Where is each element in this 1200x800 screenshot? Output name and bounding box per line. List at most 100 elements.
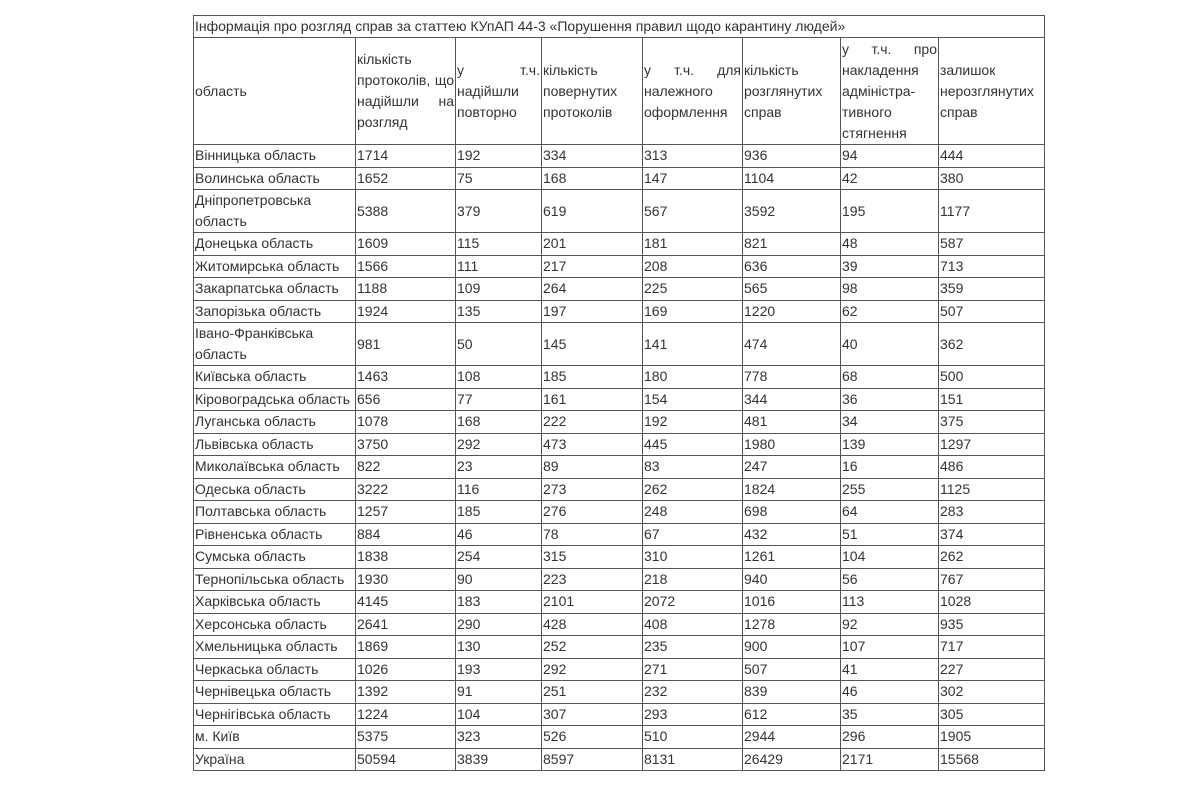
number-cell: 1177 (937, 189, 1046, 233)
number-cell: 46 (840, 680, 939, 704)
number-cell: 218 (642, 567, 743, 591)
number-cell: 23 (455, 455, 542, 479)
number-cell: 1463 (355, 365, 456, 389)
region-cell: Луганська область (193, 410, 356, 434)
number-cell: 1905 (937, 725, 1046, 749)
number-cell: 83 (642, 455, 743, 479)
number-cell: 8131 (642, 747, 743, 771)
number-cell: 408 (642, 612, 743, 636)
number-cell: 292 (455, 432, 542, 456)
number-cell: 1104 (742, 166, 841, 190)
region-cell: Волинська область (193, 166, 356, 190)
number-cell: 91 (455, 680, 542, 704)
header-cell: область (193, 37, 356, 145)
number-cell: 168 (541, 166, 643, 190)
number-cell: 51 (840, 522, 939, 546)
region-cell: Закарпатська область (193, 277, 356, 301)
number-cell: 334 (541, 144, 643, 168)
number-cell: 68 (840, 365, 939, 389)
number-cell: 940 (742, 567, 841, 591)
number-cell: 619 (541, 189, 643, 233)
number-cell: 1261 (742, 545, 841, 569)
region-cell: Вінницька область (193, 144, 356, 168)
number-cell: 16 (840, 455, 939, 479)
number-cell: 192 (642, 410, 743, 434)
number-cell: 1566 (355, 254, 456, 278)
number-cell: 271 (642, 657, 743, 681)
number-cell: 64 (840, 500, 939, 524)
number-cell: 147 (642, 166, 743, 190)
number-cell: 183 (455, 590, 542, 614)
header-row: область кількість протоколів, що надійшли… (193, 37, 1046, 145)
number-cell: 78 (541, 522, 643, 546)
number-cell: 500 (937, 365, 1046, 389)
number-cell: 636 (742, 254, 841, 278)
number-cell: 77 (455, 387, 542, 411)
number-cell: 197 (541, 299, 643, 323)
table-row: Чернівецька область 1392 91 251 232 839 46 302 (193, 680, 1046, 704)
number-cell: 39 (840, 254, 939, 278)
table-row: Луганська область 1078 168 222 192 481 34 375 (193, 410, 1046, 434)
header-cell: кількість розглянутих справ (742, 37, 841, 145)
number-cell: 254 (455, 545, 542, 569)
number-cell: 778 (742, 365, 841, 389)
number-cell: 50 (455, 322, 542, 366)
number-cell: 587 (937, 232, 1046, 256)
number-cell: 247 (742, 455, 841, 479)
number-cell: 305 (937, 702, 1046, 726)
table-row: Рівненська область 884 46 78 67 432 51 374 (193, 522, 1046, 546)
number-cell: 1392 (355, 680, 456, 704)
table-row: Кіровоградська область 656 77 161 154 344 36 15… (193, 387, 1046, 411)
region-cell: Чернігівська область (193, 702, 356, 726)
number-cell: 1930 (355, 567, 456, 591)
number-cell: 15568 (937, 747, 1046, 771)
number-cell: 839 (742, 680, 841, 704)
number-cell: 5375 (355, 725, 456, 749)
table-row: Хмельницька область 1869 130 252 235 900 107 71… (193, 635, 1046, 659)
table-row: Волинська область 1652 75 168 147 1104 42 380 (193, 166, 1046, 190)
table-row: Вінницька область 1714 192 334 313 936 94 444 (193, 144, 1046, 168)
number-cell: 1869 (355, 635, 456, 659)
number-cell: 67 (642, 522, 743, 546)
number-cell: 1028 (937, 590, 1046, 614)
number-cell: 251 (541, 680, 643, 704)
number-cell: 276 (541, 500, 643, 524)
table-row: Закарпатська область 1188 109 264 225 565 98 35… (193, 277, 1046, 301)
number-cell: 717 (937, 635, 1046, 659)
number-cell: 4145 (355, 590, 456, 614)
table-row: Одеська область 3222 116 273 262 1824 255 1125 (193, 477, 1046, 501)
number-cell: 315 (541, 545, 643, 569)
number-cell: 526 (541, 725, 643, 749)
region-cell: м. Київ (193, 725, 356, 749)
number-cell: 48 (840, 232, 939, 256)
number-cell: 310 (642, 545, 743, 569)
number-cell: 1125 (937, 477, 1046, 501)
number-cell: 5388 (355, 189, 456, 233)
number-cell: 227 (937, 657, 1046, 681)
table-row: Полтавська область 1257 185 276 248 698 64 283 (193, 500, 1046, 524)
number-cell: 432 (742, 522, 841, 546)
number-cell: 89 (541, 455, 643, 479)
number-cell: 936 (742, 144, 841, 168)
number-cell: 3592 (742, 189, 841, 233)
number-cell: 264 (541, 277, 643, 301)
number-cell: 344 (742, 387, 841, 411)
number-cell: 698 (742, 500, 841, 524)
number-cell: 444 (937, 144, 1046, 168)
number-cell: 130 (455, 635, 542, 659)
table-row: Тернопільська область 1930 90 223 218 940 56 76… (193, 567, 1046, 591)
number-cell: 935 (937, 612, 1046, 636)
table-row: Черкаська область 1026 193 292 271 507 41 227 (193, 657, 1046, 681)
header-cell: у т.ч. про накладення адміністра-тивного… (840, 37, 939, 145)
number-cell: 154 (642, 387, 743, 411)
number-cell: 109 (455, 277, 542, 301)
region-cell: Дніпропетровська область (193, 189, 356, 233)
number-cell: 1838 (355, 545, 456, 569)
region-cell: Україна (193, 747, 356, 771)
number-cell: 50594 (355, 747, 456, 771)
number-cell: 1257 (355, 500, 456, 524)
region-cell: Сумська область (193, 545, 356, 569)
number-cell: 141 (642, 322, 743, 366)
region-cell: Київська область (193, 365, 356, 389)
